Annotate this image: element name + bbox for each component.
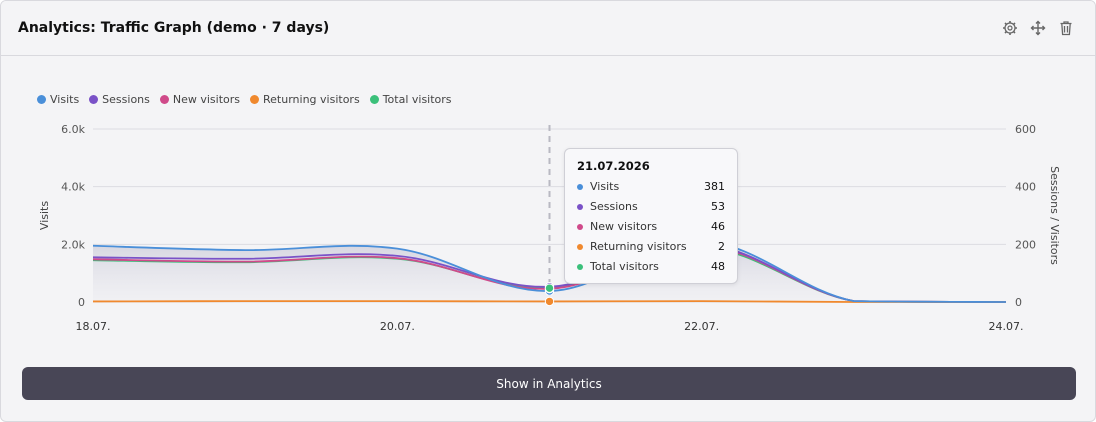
- tooltip-label: Visits: [590, 180, 620, 193]
- chart-legend: Visits Sessions New visitors Returning v…: [37, 93, 452, 106]
- y-tick-label-right: 400: [1015, 181, 1036, 194]
- tooltip-label: Returning visitors: [590, 240, 687, 253]
- x-tick-label: 24.07.: [989, 320, 1024, 333]
- tooltip-row-new-visitors: New visitors 46: [577, 220, 725, 233]
- tooltip-row-sessions: Sessions 53: [577, 200, 725, 213]
- gear-icon[interactable]: [1001, 19, 1019, 37]
- x-tick-label: 22.07.: [684, 320, 719, 333]
- tooltip-value: 381: [704, 180, 725, 193]
- legend-label: Returning visitors: [263, 93, 360, 106]
- point-marker-total-visitors: [544, 283, 555, 293]
- show-in-analytics-button[interactable]: Show in Analytics: [22, 367, 1076, 400]
- tooltip-date: 21.07.2026: [577, 159, 650, 173]
- move-icon[interactable]: [1029, 19, 1047, 37]
- tooltip-row-returning-visitors: Returning visitors 2: [577, 240, 725, 253]
- legend-label: Visits: [50, 93, 80, 106]
- trash-icon[interactable]: [1057, 19, 1075, 37]
- tooltip-dot: [577, 263, 583, 270]
- legend-dot: [89, 95, 99, 104]
- legend-item-total-visitors[interactable]: Total visitors: [369, 93, 452, 106]
- y-tick-label-right: 200: [1015, 238, 1036, 251]
- tooltip-label: Sessions: [590, 200, 638, 213]
- y-tick-label-left: 0: [78, 296, 85, 309]
- y-tick-label-left: 6.0k: [61, 123, 85, 136]
- tooltip-value: 53: [711, 200, 725, 213]
- tooltip-label: New visitors: [590, 220, 658, 233]
- legend-item-sessions[interactable]: Sessions: [89, 93, 150, 106]
- tooltip-dot: [577, 243, 583, 250]
- y-tick-label-right: 0: [1015, 296, 1022, 309]
- tooltip-label: Total visitors: [590, 260, 659, 273]
- widget-header: Analytics: Traffic Graph (demo · 7 days): [1, 1, 1095, 56]
- y-axis-title-left: Visits: [38, 201, 51, 230]
- legend-item-new-visitors[interactable]: New visitors: [159, 93, 241, 106]
- chart-tooltip: 21.07.2026 Visits 381 Sessions 53 New visi…: [564, 148, 738, 284]
- tooltip-value: 46: [711, 220, 725, 233]
- point-marker-returning-visitors: [544, 296, 555, 307]
- legend-dot: [250, 95, 260, 104]
- tooltip-dot: [577, 183, 583, 190]
- tooltip-row-visits: Visits 381: [577, 180, 725, 193]
- widget-title: Analytics: Traffic Graph (demo · 7 days): [18, 20, 330, 36]
- legend-item-returning-visitors[interactable]: Returning visitors: [250, 93, 360, 106]
- x-tick-label: 18.07.: [76, 320, 111, 333]
- x-tick-label: 20.07.: [380, 320, 415, 333]
- traffic-chart[interactable]: 0 0 2.0k 200 4.0k 400 6.0k 600 18.07. 20.07. 22.07…: [1, 111, 1095, 341]
- legend-dot: [37, 95, 46, 104]
- legend-dot: [369, 95, 379, 104]
- legend-label: Sessions: [102, 93, 150, 106]
- y-tick-label-right: 600: [1015, 123, 1036, 136]
- y-axis-title-right: Sessions / Visitors: [1048, 166, 1061, 265]
- tooltip-value: 2: [718, 240, 725, 253]
- y-tick-label-left: 2.0k: [61, 238, 85, 251]
- tooltip-dot: [577, 203, 583, 210]
- tooltip-value: 48: [711, 260, 725, 273]
- legend-dot: [159, 95, 169, 104]
- header-actions: [1001, 19, 1075, 37]
- y-tick-label-left: 4.0k: [61, 181, 85, 194]
- legend-label: Total visitors: [382, 93, 452, 106]
- visits-area: [93, 241, 1006, 302]
- legend-item-visits[interactable]: Visits: [37, 93, 79, 106]
- tooltip-row-total-visitors: Total visitors 48: [577, 260, 725, 273]
- legend-label: New visitors: [172, 93, 241, 106]
- tooltip-dot: [577, 223, 583, 230]
